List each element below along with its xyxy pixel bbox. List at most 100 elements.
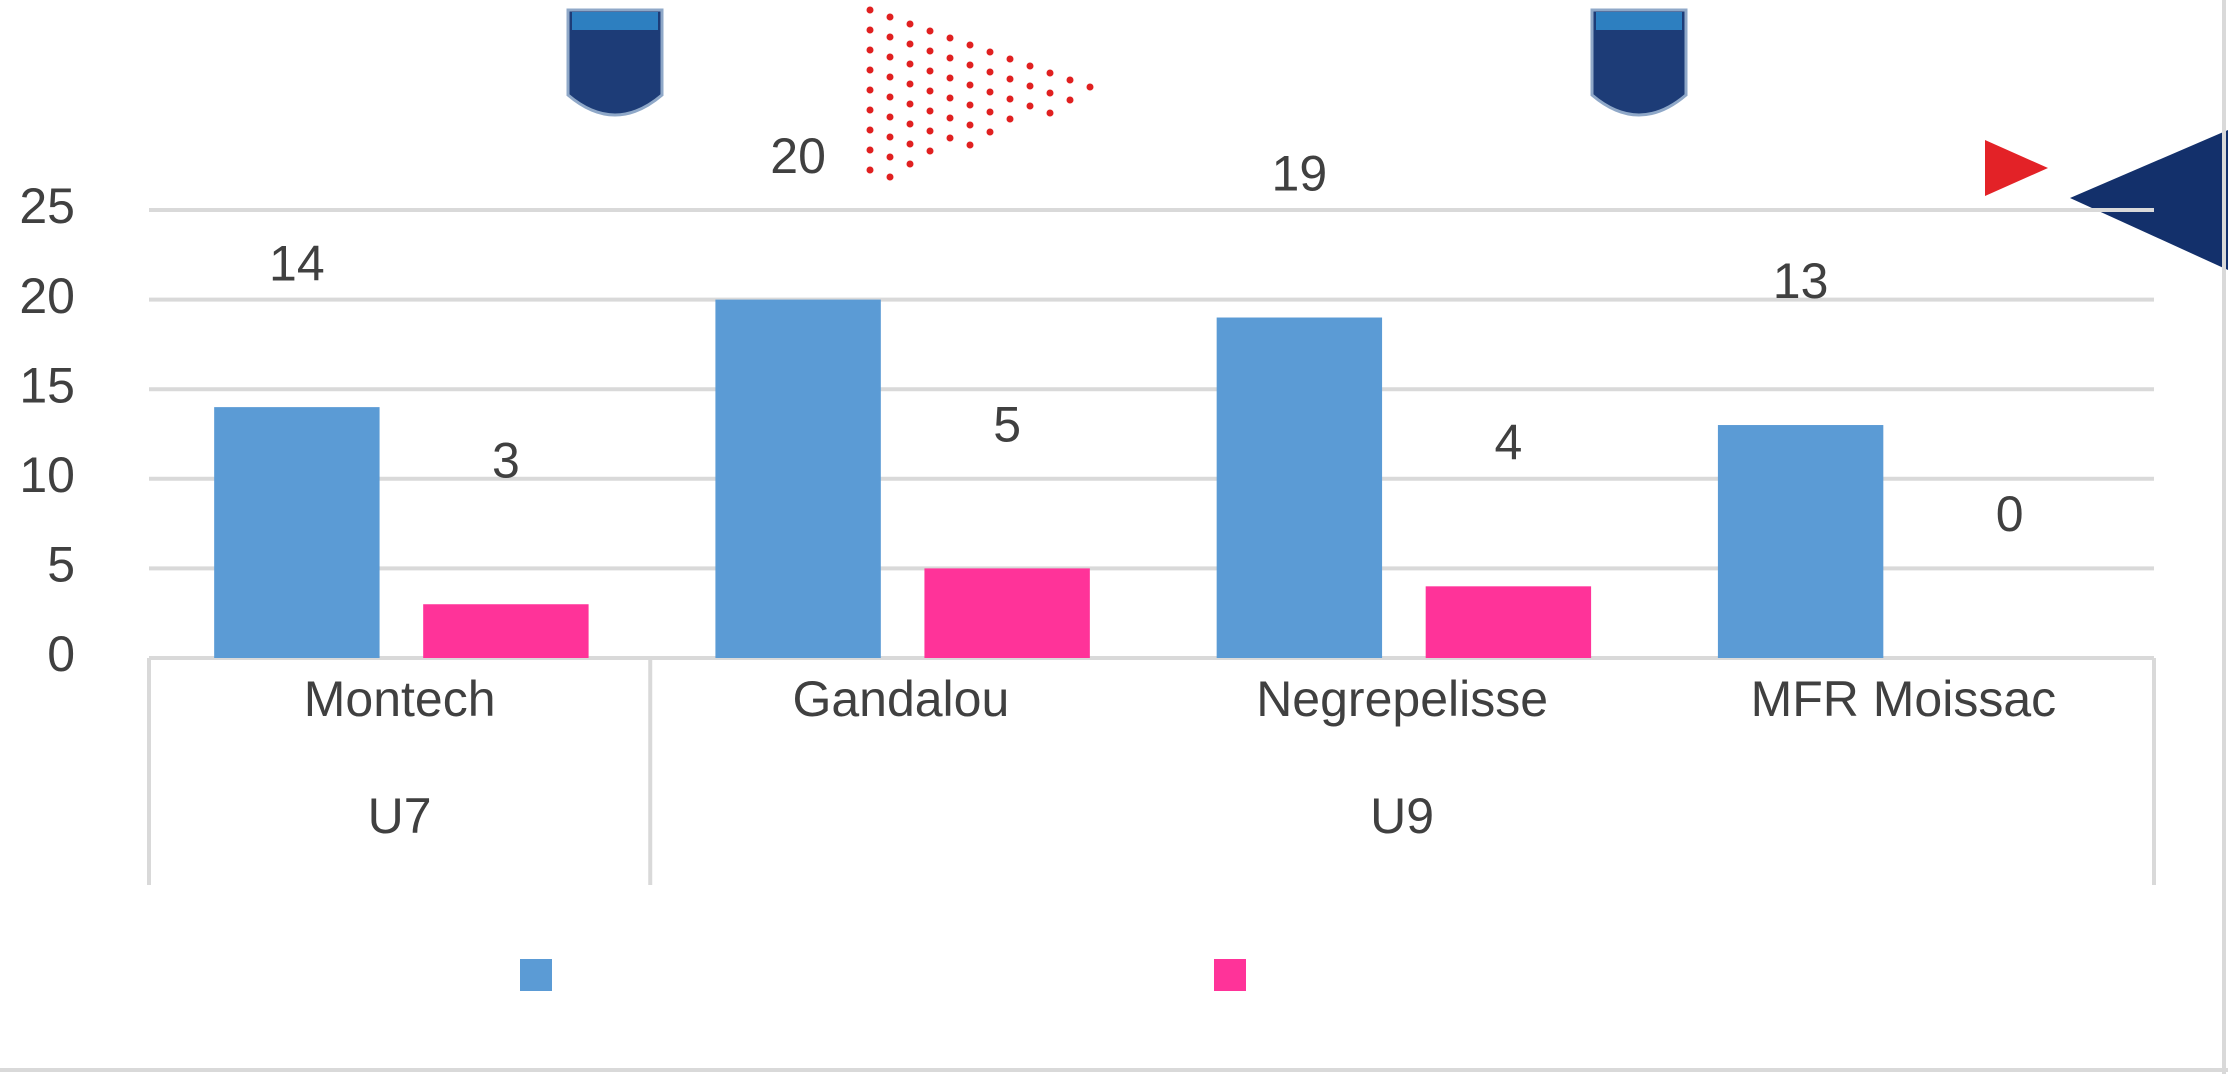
legend-swatch [1214,959,1246,991]
dot-triangle [866,6,1094,181]
dot [866,66,874,74]
data-label: 0 [1996,486,2024,542]
dot [1066,96,1074,104]
x-tick-label: Gandalou [792,671,1009,727]
dot [1066,76,1074,84]
dot [886,153,894,161]
dot [886,173,894,181]
dot [866,126,874,134]
dot [986,88,994,96]
dot [886,113,894,121]
y-tick-label: 20 [19,268,75,324]
bar [1425,586,1592,658]
dot [926,47,934,55]
dot [1006,75,1014,83]
bar [1717,425,1884,658]
y-tick-label: 0 [47,626,75,682]
data-label: 14 [269,235,325,291]
data-label: 20 [770,128,826,184]
data-label: 5 [993,397,1021,453]
dot [866,106,874,114]
dot [966,141,974,149]
y-tick-label: 5 [47,537,75,593]
dot [886,93,894,101]
dot [866,46,874,54]
bar [715,299,881,658]
dot [1046,89,1054,97]
x-tick-label: Negrepelisse [1256,671,1548,727]
dot [986,128,994,136]
dot [1086,83,1094,91]
dot [926,27,934,35]
dot [886,53,894,61]
dot [966,121,974,129]
y-tick-label: 15 [19,357,75,413]
data-label: 3 [492,432,520,488]
dot [926,107,934,115]
dot [886,73,894,81]
logo [1590,8,1688,117]
dot [906,40,914,48]
group-label: U9 [1370,788,1434,844]
dot [1046,69,1054,77]
red-flag [1985,140,2048,196]
y-tick-label: 25 [19,178,75,234]
dot [926,127,934,135]
dot [866,6,874,14]
data-label: 4 [1494,415,1522,471]
dot [926,147,934,155]
dot [966,61,974,69]
dot [966,101,974,109]
bar [1216,317,1383,658]
navy-triangle [2070,130,2228,270]
dot [946,94,954,102]
bar [423,604,589,658]
dot [866,86,874,94]
dot [1026,62,1034,70]
dot [866,166,874,174]
bar [214,407,380,658]
dot [926,67,934,75]
dot [986,68,994,76]
dot [946,74,954,82]
dot [906,160,914,168]
dot [946,134,954,142]
y-tick-label: 10 [19,447,75,503]
dot [1006,95,1014,103]
dot [1026,102,1034,110]
data-label: 13 [1773,253,1829,309]
dot [906,80,914,88]
dot [946,34,954,42]
dot [1006,115,1014,123]
dot [1026,82,1034,90]
dot [886,13,894,21]
dot [886,133,894,141]
dot [906,120,914,128]
dot [966,41,974,49]
dot [866,26,874,34]
dot [986,108,994,116]
legend-swatch [520,959,552,991]
dot [906,60,914,68]
dot [926,87,934,95]
dot [906,20,914,28]
logo [566,8,664,117]
dot [946,54,954,62]
dot [1046,109,1054,117]
x-tick-label: MFR Moissac [1751,671,2057,727]
bar [924,568,1090,658]
x-tick-label: Montech [304,671,496,727]
dot [1006,55,1014,63]
dot [966,81,974,89]
dot [986,48,994,56]
dot [866,146,874,154]
data-label: 19 [1272,146,1328,202]
dot [906,140,914,148]
group-label: U7 [368,788,432,844]
dot [946,114,954,122]
dot [906,100,914,108]
dot [886,33,894,41]
